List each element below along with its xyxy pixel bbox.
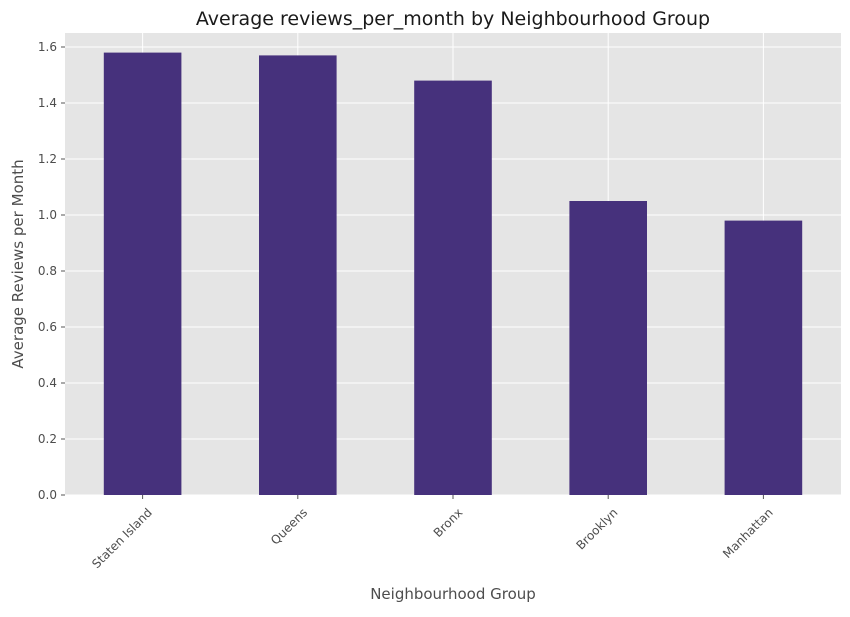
x-tick-label: Manhattan <box>720 505 776 561</box>
x-axis-label: Neighbourhood Group <box>370 585 536 603</box>
y-tick-label: 1.4 <box>38 96 57 110</box>
y-tick-label: 0.2 <box>38 432 57 446</box>
chart-title: Average reviews_per_month by Neighbourho… <box>196 8 710 30</box>
bars <box>103 52 803 496</box>
y-axis-ticks: 0.0 0.2 0.4 0.6 0.8 1.0 1.2 1.4 1.6 <box>38 40 65 502</box>
y-tick-label: 0.6 <box>38 320 57 334</box>
x-tick-label: Queens <box>268 505 310 547</box>
bar-queens <box>259 55 337 496</box>
x-tick-label: Brooklyn <box>573 505 620 552</box>
y-tick-label: 0.0 <box>38 488 57 502</box>
y-tick-label: 0.4 <box>38 376 57 390</box>
y-tick-label: 1.2 <box>38 152 57 166</box>
x-tick-label: Staten Island <box>89 505 155 571</box>
y-tick-label: 1.0 <box>38 208 57 222</box>
y-axis-label: Average Reviews per Month <box>9 159 27 368</box>
x-axis-ticks: Staten Island Queens Bronx Brooklyn Manhatta… <box>89 495 776 571</box>
bar-brooklyn <box>569 201 647 495</box>
y-tick-label: 1.6 <box>38 40 57 54</box>
y-tick-label: 0.8 <box>38 264 57 278</box>
bar-staten-island <box>103 52 182 495</box>
bar-bronx <box>414 80 492 495</box>
bar-manhattan <box>724 220 803 495</box>
x-tick-label: Bronx <box>431 505 466 540</box>
